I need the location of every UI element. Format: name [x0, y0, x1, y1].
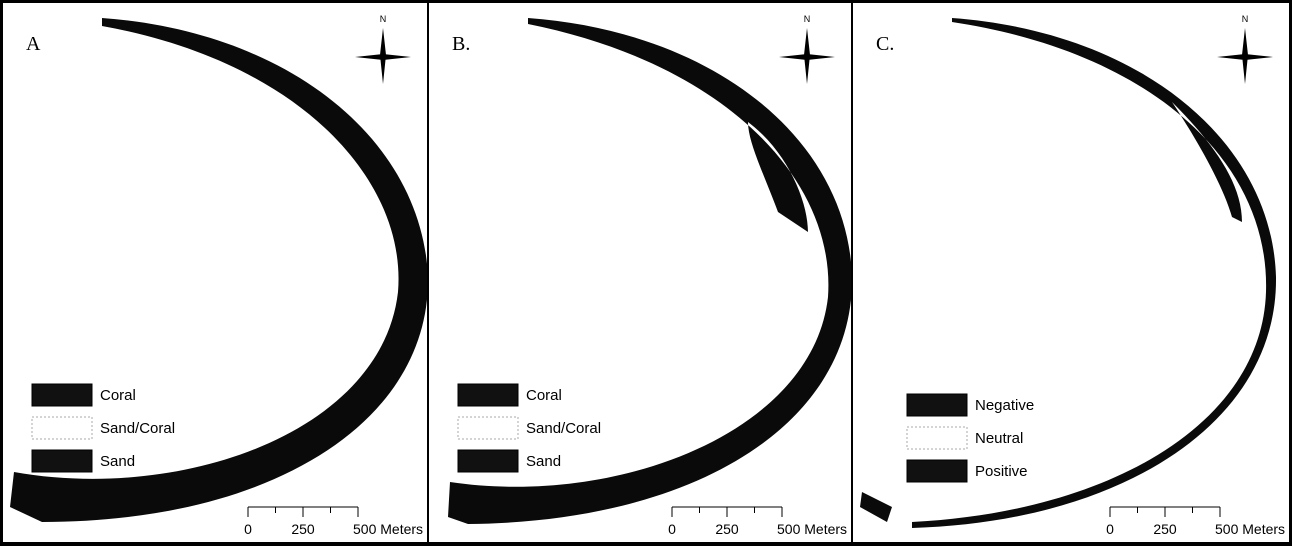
north-label: N	[804, 14, 811, 24]
scale-label: 250	[1153, 521, 1177, 537]
legend-swatch	[32, 450, 92, 472]
scale-label: 0	[244, 521, 252, 537]
legend-label: Sand/Coral	[526, 420, 601, 437]
frame	[1, 1, 1291, 545]
legend-swatch	[458, 450, 518, 472]
scale-label: 500 Meters	[1215, 521, 1285, 537]
scale-label: 0	[668, 521, 676, 537]
north-label: N	[380, 14, 387, 24]
panel-label: A	[26, 33, 41, 55]
legend-label: Coral	[100, 387, 136, 404]
legend-swatch	[907, 460, 967, 482]
scale-label: 0	[1106, 521, 1114, 537]
legend-label: Neutral	[975, 430, 1023, 447]
legend-swatch	[32, 384, 92, 406]
panel-label: B.	[452, 33, 470, 55]
legend-label: Negative	[975, 397, 1034, 414]
legend-swatch	[907, 427, 967, 449]
scale-label: 250	[291, 521, 315, 537]
legend-swatch	[32, 417, 92, 439]
scale-label: 500 Meters	[777, 521, 847, 537]
figure: A N Coral Sand/Coral Sand 0 250 500 Meters B. N Co…	[0, 0, 1292, 546]
legend-label: Positive	[975, 463, 1028, 480]
scale-label: 250	[715, 521, 739, 537]
legend-swatch	[907, 394, 967, 416]
legend-label: Sand/Coral	[100, 420, 175, 437]
scale-label: 500 Meters	[353, 521, 423, 537]
panel-label: C.	[876, 33, 894, 55]
legend-label: Coral	[526, 387, 562, 404]
legend-label: Sand	[100, 453, 135, 470]
legend-swatch	[458, 384, 518, 406]
legend-swatch	[458, 417, 518, 439]
north-label: N	[1242, 14, 1249, 24]
legend-label: Sand	[526, 453, 561, 470]
